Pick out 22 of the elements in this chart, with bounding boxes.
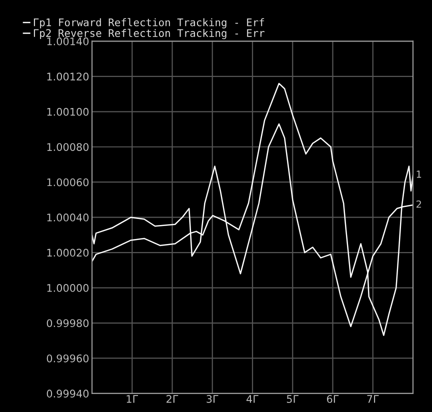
line-series	[92, 82, 413, 336]
x-tick-label: 4Г	[246, 395, 258, 403]
annotation: 1	[416, 170, 422, 178]
x-tick-label: 5Г	[286, 395, 299, 403]
y-tick-label: 0.99960	[46, 354, 89, 362]
annotation: 2	[416, 200, 421, 208]
y-tick-label: 1.00100	[47, 108, 89, 116]
y-tick-label: 0.99940	[46, 390, 89, 398]
y-tick-label: 1.00080	[47, 143, 89, 151]
x-tick-label: 6Г	[326, 395, 339, 403]
x-tick-label: 7Г	[367, 395, 379, 403]
y-tick-label: 1.00140	[47, 37, 89, 46]
x-tick-label: 1Г	[126, 395, 138, 403]
y-tick-label: 0.99980	[46, 319, 89, 328]
legend-label: Гр1 Forward Reflection Tracking - Erf	[34, 18, 264, 28]
x-tick-label: 2Г	[166, 395, 178, 403]
x-tick-label: 3Г	[206, 395, 218, 403]
y-tick-label: 1.00060	[47, 178, 89, 186]
y-tick-label: 1.00040	[47, 214, 89, 222]
y-tick-label: 1.00000	[47, 284, 89, 292]
y-tick-label: 1.00020	[47, 248, 89, 257]
y-tick-label: 1.00120	[47, 72, 89, 81]
